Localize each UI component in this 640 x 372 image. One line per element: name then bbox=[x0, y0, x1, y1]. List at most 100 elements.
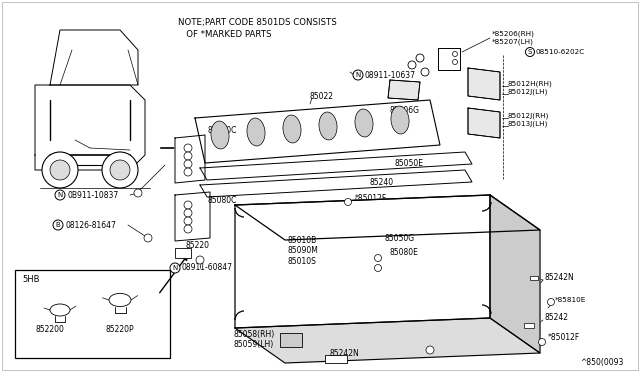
Text: 5HB: 5HB bbox=[22, 276, 40, 285]
Polygon shape bbox=[175, 192, 210, 241]
Circle shape bbox=[184, 152, 192, 160]
Circle shape bbox=[196, 256, 204, 264]
Text: 08510-6202C: 08510-6202C bbox=[536, 49, 585, 55]
Ellipse shape bbox=[391, 106, 409, 134]
Text: *85206(RH): *85206(RH) bbox=[492, 31, 535, 37]
Circle shape bbox=[538, 339, 545, 346]
Circle shape bbox=[184, 168, 192, 176]
Polygon shape bbox=[490, 195, 540, 353]
Text: *85012F: *85012F bbox=[548, 334, 580, 343]
Text: 85242N: 85242N bbox=[330, 349, 360, 357]
Text: 85206H: 85206H bbox=[415, 205, 445, 215]
Circle shape bbox=[184, 209, 192, 217]
Bar bbox=[524, 323, 534, 328]
Text: OF *MARKED PARTS: OF *MARKED PARTS bbox=[178, 29, 271, 38]
Circle shape bbox=[452, 60, 458, 64]
Circle shape bbox=[374, 254, 381, 262]
Ellipse shape bbox=[109, 294, 131, 307]
Polygon shape bbox=[175, 135, 205, 183]
Circle shape bbox=[184, 160, 192, 168]
Bar bbox=[175, 248, 191, 258]
Polygon shape bbox=[200, 170, 472, 197]
Polygon shape bbox=[235, 195, 540, 240]
Text: 0B911-10837: 0B911-10837 bbox=[67, 190, 118, 199]
Polygon shape bbox=[35, 85, 145, 170]
Bar bbox=[325, 355, 347, 363]
Text: S: S bbox=[528, 49, 532, 55]
Text: 852200: 852200 bbox=[36, 326, 65, 334]
Circle shape bbox=[50, 160, 70, 180]
Text: *85810E: *85810E bbox=[555, 297, 586, 303]
Text: 85013G: 85013G bbox=[430, 215, 460, 224]
Bar bbox=[15, 270, 170, 358]
Text: *85207(LH): *85207(LH) bbox=[492, 39, 534, 45]
Text: 85050G: 85050G bbox=[385, 234, 415, 243]
Text: 85080C: 85080C bbox=[207, 125, 236, 135]
Circle shape bbox=[102, 152, 138, 188]
Text: NOTE;PART CODE 8501DS CONSISTS: NOTE;PART CODE 8501DS CONSISTS bbox=[178, 17, 337, 26]
Text: ^850(0093: ^850(0093 bbox=[580, 357, 623, 366]
Polygon shape bbox=[468, 68, 500, 100]
Circle shape bbox=[42, 152, 78, 188]
Circle shape bbox=[452, 51, 458, 57]
Polygon shape bbox=[468, 108, 500, 138]
Circle shape bbox=[408, 61, 416, 69]
Text: 08126-81647: 08126-81647 bbox=[65, 221, 116, 230]
Ellipse shape bbox=[319, 112, 337, 140]
Text: 08911-10637: 08911-10637 bbox=[365, 71, 416, 80]
Text: 85080E: 85080E bbox=[390, 247, 419, 257]
Text: B: B bbox=[56, 222, 60, 228]
Circle shape bbox=[344, 199, 351, 205]
Ellipse shape bbox=[211, 121, 229, 149]
Text: 85206G: 85206G bbox=[387, 103, 417, 112]
Ellipse shape bbox=[247, 118, 265, 146]
Text: 85010S: 85010S bbox=[288, 257, 317, 266]
Text: 85050E: 85050E bbox=[395, 158, 424, 167]
Text: 85013J(LH): 85013J(LH) bbox=[508, 121, 548, 127]
Text: 85059(LH): 85059(LH) bbox=[234, 340, 275, 350]
Text: 08911-60847: 08911-60847 bbox=[182, 263, 233, 273]
Bar bbox=[530, 276, 538, 280]
Circle shape bbox=[134, 189, 142, 197]
Text: 85012J(RH): 85012J(RH) bbox=[508, 113, 549, 119]
Ellipse shape bbox=[283, 115, 301, 143]
Circle shape bbox=[110, 160, 130, 180]
Circle shape bbox=[353, 70, 363, 80]
Text: 85242N: 85242N bbox=[545, 273, 575, 282]
Circle shape bbox=[421, 68, 429, 76]
Circle shape bbox=[53, 220, 63, 230]
Text: 85242: 85242 bbox=[545, 314, 569, 323]
Circle shape bbox=[144, 234, 152, 242]
Circle shape bbox=[547, 298, 554, 305]
Text: N: N bbox=[355, 72, 360, 78]
Polygon shape bbox=[438, 48, 460, 70]
Text: 85220: 85220 bbox=[186, 241, 210, 250]
Polygon shape bbox=[50, 30, 138, 85]
Polygon shape bbox=[195, 100, 440, 163]
Circle shape bbox=[184, 225, 192, 233]
Polygon shape bbox=[235, 318, 540, 363]
Polygon shape bbox=[388, 80, 420, 100]
Text: 85058(RH): 85058(RH) bbox=[234, 330, 275, 340]
Bar bbox=[280, 333, 302, 347]
Text: 85240: 85240 bbox=[370, 177, 394, 186]
Text: 85012J(LH): 85012J(LH) bbox=[508, 89, 548, 95]
Circle shape bbox=[184, 144, 192, 152]
Circle shape bbox=[426, 346, 434, 354]
Text: 85080C: 85080C bbox=[207, 196, 236, 205]
Circle shape bbox=[416, 54, 424, 62]
Text: 85090M: 85090M bbox=[288, 246, 319, 254]
Circle shape bbox=[184, 217, 192, 225]
Text: *85012F: *85012F bbox=[355, 193, 387, 202]
Circle shape bbox=[55, 190, 65, 200]
Ellipse shape bbox=[50, 304, 70, 316]
Text: N: N bbox=[172, 265, 178, 271]
Circle shape bbox=[170, 263, 180, 273]
Text: 85010B: 85010B bbox=[288, 235, 317, 244]
Text: 85012H(RH): 85012H(RH) bbox=[508, 81, 553, 87]
Polygon shape bbox=[200, 152, 472, 180]
Polygon shape bbox=[235, 195, 490, 328]
Text: 85206G: 85206G bbox=[390, 106, 420, 115]
Ellipse shape bbox=[355, 109, 373, 137]
Circle shape bbox=[184, 201, 192, 209]
